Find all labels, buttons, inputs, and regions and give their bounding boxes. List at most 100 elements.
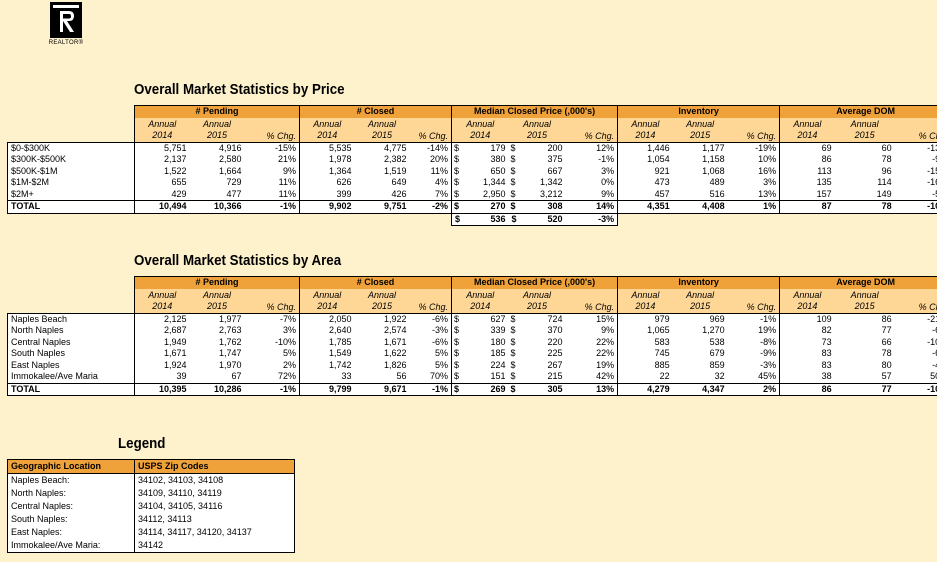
pct-change-header: % Chg. <box>727 117 780 142</box>
year-2015-header: Annual 2015 <box>189 288 245 313</box>
realtor-r-logo-icon <box>50 2 82 38</box>
inventory-header: Inventory <box>617 276 780 289</box>
dom-2015-value: 66 <box>834 336 895 348</box>
inventory-2015-value: 679 <box>672 348 728 360</box>
pending-2015-value: 2,763 <box>189 325 245 337</box>
annual-label: Annual <box>850 118 879 129</box>
pct-change-header: % Chg. <box>565 288 618 313</box>
logo-caption: REALTOR® <box>48 40 84 46</box>
legend-location: Immokalee/Ave Maria: <box>7 539 135 553</box>
currency-symbol: $ <box>508 212 521 226</box>
corner-cell <box>8 106 135 118</box>
realtor-logo: REALTOR® <box>46 2 86 50</box>
pending-2015-value: 1,762 <box>189 336 245 348</box>
pending-2015-value: 1,747 <box>189 348 245 360</box>
dom-2014-value: 86 <box>779 154 835 166</box>
currency-symbol: $ <box>451 371 464 383</box>
corner-cell <box>8 277 135 289</box>
closed-2014-value: 1,785 <box>299 336 355 348</box>
closed-2014-value: 1,364 <box>299 165 355 177</box>
dom-2014-value: 38 <box>779 371 835 383</box>
data-row: $0-$300K 5,751 4,916 -15% 5,535 4,775 -14% $179… <box>7 141 937 154</box>
closed-2014-value: 2,640 <box>299 325 355 337</box>
annual-label: Annual <box>466 118 495 129</box>
currency-symbol: $ <box>508 165 521 177</box>
inventory-pct-value: 2% <box>727 382 780 396</box>
closed-pct-value: 7% <box>409 188 452 201</box>
annual-label: Annual <box>148 289 177 300</box>
currency-symbol: $ <box>451 382 464 396</box>
median-2014-value: 151 <box>463 371 509 383</box>
dom-pct-value: -4% <box>894 359 937 371</box>
currency-symbol: $ <box>508 336 521 348</box>
inventory-pct-value: 19% <box>727 325 780 337</box>
closed-pct-value: -6% <box>409 336 452 348</box>
annual-label: Annual <box>466 289 495 300</box>
dom-2014-value: 69 <box>779 141 835 154</box>
row-label: Naples Beach <box>7 312 135 325</box>
median-2015-value: 375 <box>520 154 566 166</box>
year-label: 2014 <box>152 129 173 140</box>
currency-symbol: $ <box>451 188 464 201</box>
median-pct-value: 42% <box>565 371 618 383</box>
legend-location: Naples Beach: <box>7 473 135 487</box>
legend-zip-codes: 34109, 34110, 34119 <box>134 487 295 500</box>
closed-2015-value: 56 <box>354 371 410 383</box>
inventory-2015-value: 32 <box>672 371 728 383</box>
median-pct-value: 14% <box>565 200 618 214</box>
pct-change-header: % Chg. <box>894 117 937 142</box>
annual-label: Annual <box>148 118 177 129</box>
dom-2015-value: 86 <box>834 312 895 325</box>
dom-2014-value: 86 <box>779 382 835 396</box>
annual-label: Annual <box>313 118 342 129</box>
legend-row: Naples Beach: 34102, 34103, 34108 <box>7 473 295 487</box>
legend-location-header: Geographic Location <box>7 459 135 474</box>
closed-2015-value: 2,574 <box>354 325 410 337</box>
dom-2014-value: 87 <box>779 200 835 214</box>
year-2014-header: Annual 2014 <box>134 288 190 313</box>
corner-cell <box>8 289 135 314</box>
inventory-pct-value: 3% <box>727 177 780 189</box>
inventory-2015-value: 1,270 <box>672 325 728 337</box>
pending-2014-value: 2,137 <box>134 154 190 166</box>
legend-row: Central Naples: 34104, 34105, 34116 <box>7 500 295 513</box>
closed-pct-value: -6% <box>409 312 452 325</box>
dom-2015-value: 77 <box>834 325 895 337</box>
pending-pct-value: 72% <box>244 371 300 383</box>
currency-symbol: $ <box>508 371 521 383</box>
median-pct-value: 9% <box>565 325 618 337</box>
annual-label: Annual <box>523 289 552 300</box>
inventory-2014-value: 885 <box>617 359 673 371</box>
dom-2015-value: 78 <box>834 154 895 166</box>
median-pct-value: 13% <box>565 382 618 396</box>
dom-pct-value: -21% <box>894 312 937 325</box>
closed-header: # Closed <box>298 105 452 118</box>
year-label: 2014 <box>797 129 818 140</box>
year-label: 2015 <box>206 300 228 311</box>
closed-pct-value: -1% <box>409 382 452 396</box>
dom-2015-value: 78 <box>834 200 895 214</box>
pending-2014-value: 10,494 <box>134 200 190 214</box>
row-label: $0-$300K <box>7 141 135 154</box>
dom-2014-value: 113 <box>779 165 835 177</box>
data-row: $1M-$2M 655 729 11% 626 649 4% $1,344 $1,342 0% 47… <box>7 177 937 189</box>
year-2015-header: Annual 2015 <box>508 288 566 313</box>
closed-2015-value: 1,922 <box>354 312 410 325</box>
pct-change-header: % Chg. <box>244 117 300 142</box>
median-2015-value: 225 <box>520 348 566 360</box>
annual-label: Annual <box>793 118 822 129</box>
median-pct-value: 0% <box>565 177 618 189</box>
closed-pct-value: 20% <box>409 154 452 166</box>
dom-2014-value: 83 <box>779 348 835 360</box>
legend-row: North Naples: 34109, 34110, 34119 <box>7 487 295 500</box>
dom-pct-value: -13% <box>894 141 937 154</box>
inventory-2014-value: 1,065 <box>617 325 673 337</box>
dom-2015-value: 96 <box>834 165 895 177</box>
pct-change-header: % Chg. <box>727 288 780 313</box>
empty-cell <box>618 213 673 226</box>
empty-cell <box>410 213 452 226</box>
data-row: $300K-$500K 2,137 2,580 21% 1,978 2,382 20% $38… <box>7 154 937 166</box>
inventory-2015-value: 1,068 <box>672 165 728 177</box>
median-2014-value: 627 <box>463 312 509 325</box>
pending-pct-value: -7% <box>244 312 300 325</box>
